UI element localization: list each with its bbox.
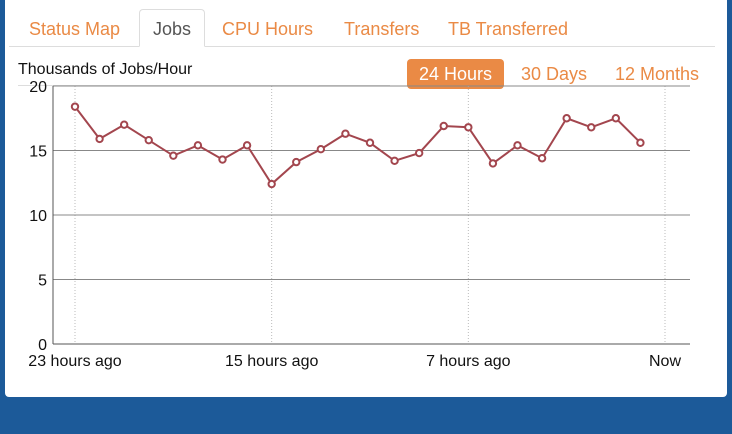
data-point	[513, 141, 522, 150]
data-point	[292, 157, 301, 167]
series-line	[74, 106, 642, 186]
chart-title: Thousands of Jobs/Hour	[18, 61, 193, 78]
data-point	[193, 141, 203, 150]
data-point	[218, 155, 227, 164]
data-point	[70, 102, 80, 111]
range-30-days-button[interactable]: 30 Days	[521, 64, 588, 84]
data-point	[341, 129, 350, 138]
data-point	[439, 121, 448, 131]
data-point	[611, 114, 621, 123]
tab-transfers[interactable]: Transfers	[344, 19, 420, 39]
tab-tb-transferred[interactable]: TB Transferred	[448, 19, 569, 39]
y-tick-label: 0	[38, 337, 47, 354]
data-point	[537, 154, 547, 163]
x-tick-label: 23 hours ago	[28, 353, 122, 370]
data-point	[414, 148, 424, 158]
data-point	[390, 156, 399, 166]
y-tick-label: 5	[38, 273, 47, 290]
data-point	[169, 151, 178, 160]
data-point	[316, 145, 326, 154]
x-tick-label: 7 hours ago	[426, 353, 511, 370]
data-point	[95, 134, 104, 144]
data-point	[488, 159, 498, 168]
tab-bar: Status Map Jobs CPU Hours Transfers TB T…	[9, 9, 715, 47]
data-point	[587, 123, 596, 132]
tab-jobs[interactable]: Jobs	[139, 9, 206, 47]
tab-cpu-hours[interactable]: CPU Hours	[222, 19, 314, 39]
range-12-months-button[interactable]: 12 Months	[615, 64, 700, 84]
data-point	[144, 135, 153, 145]
x-tick-label: 15 hours ago	[225, 353, 319, 370]
data-point	[365, 138, 375, 147]
tab-status-map[interactable]: Status Map	[29, 19, 121, 39]
data-point	[119, 120, 129, 129]
data-point	[464, 123, 473, 132]
y-tick-label: 15	[29, 144, 47, 161]
data-point	[242, 141, 252, 150]
chart-card	[5, 0, 727, 397]
data-point	[267, 179, 276, 189]
x-tick-label: Now	[649, 353, 681, 370]
y-tick-label: 10	[29, 208, 47, 225]
data-point	[636, 138, 645, 147]
data-point	[562, 114, 571, 123]
range-24-hours-button[interactable]: 24 Hours	[407, 59, 505, 89]
y-tick-label: 20	[29, 79, 47, 96]
